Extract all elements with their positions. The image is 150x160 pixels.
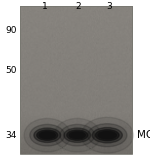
Text: 2: 2	[75, 2, 81, 11]
Ellipse shape	[34, 128, 61, 142]
Ellipse shape	[71, 133, 83, 138]
Text: MC1-R: MC1-R	[136, 130, 150, 140]
Ellipse shape	[24, 118, 70, 152]
Ellipse shape	[81, 117, 134, 153]
Ellipse shape	[98, 131, 116, 139]
Text: 3: 3	[107, 2, 112, 11]
Ellipse shape	[41, 133, 53, 138]
Ellipse shape	[60, 124, 95, 146]
Text: 50: 50	[5, 66, 16, 75]
Ellipse shape	[64, 128, 91, 142]
Bar	[20, 6, 132, 154]
Ellipse shape	[69, 132, 85, 139]
Ellipse shape	[37, 130, 58, 140]
Text: LQ180990-C02: LQ180990-C02	[57, 146, 93, 151]
Text: 90: 90	[5, 26, 16, 35]
Ellipse shape	[88, 124, 127, 147]
Ellipse shape	[39, 132, 55, 139]
Ellipse shape	[101, 133, 114, 138]
Ellipse shape	[95, 130, 119, 141]
Text: 34: 34	[5, 131, 16, 140]
Ellipse shape	[54, 118, 100, 152]
Ellipse shape	[30, 124, 65, 146]
Ellipse shape	[67, 130, 88, 140]
Text: 1: 1	[42, 2, 48, 11]
Ellipse shape	[92, 128, 122, 143]
